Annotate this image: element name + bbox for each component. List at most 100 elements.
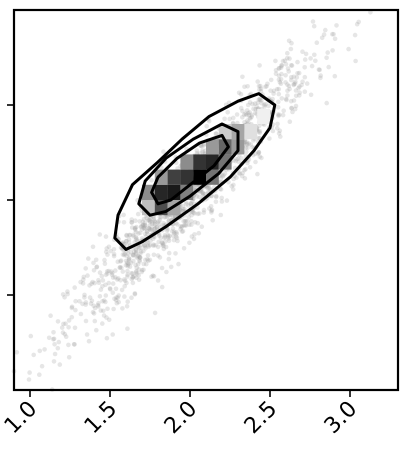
- scatter-point: [240, 170, 245, 176]
- scatter-point: [173, 221, 179, 226]
- histogram-cell: [180, 154, 194, 170]
- scatter-point: [112, 275, 118, 280]
- scatter-point: [259, 98, 264, 103]
- scatter-point: [171, 233, 176, 239]
- scatter-point: [244, 112, 249, 118]
- scatter-point: [116, 276, 121, 281]
- scatter-point: [124, 238, 129, 244]
- scatter-point: [324, 100, 330, 106]
- scatter-point: [257, 96, 263, 102]
- scatter-point: [104, 246, 109, 251]
- scatter-point: [174, 235, 180, 241]
- scatter-point: [183, 223, 189, 228]
- scatter-point: [117, 265, 123, 271]
- histogram-cell: [206, 139, 219, 155]
- scatter-point: [279, 63, 284, 68]
- scatter-point: [162, 235, 167, 241]
- scatter-point: [225, 110, 230, 115]
- scatter-point: [39, 363, 45, 369]
- scatter-point: [135, 254, 140, 259]
- scatter-point: [150, 220, 155, 225]
- scatter-point: [83, 266, 88, 271]
- scatter-point: [200, 148, 205, 153]
- scatter-point: [198, 143, 204, 149]
- histogram-cell: [218, 139, 232, 155]
- scatter-point: [146, 225, 151, 231]
- scatter-point: [255, 79, 260, 84]
- scatter-point: [257, 63, 262, 68]
- scatter-point: [139, 227, 145, 232]
- histogram-cell: [257, 108, 270, 124]
- scatter-point: [105, 252, 110, 257]
- scatter-point: [136, 267, 142, 272]
- scatter-point: [250, 101, 255, 107]
- scatter-point: [134, 236, 139, 241]
- scatter-point: [127, 232, 133, 238]
- scatter-point: [242, 176, 248, 181]
- scatter-point: [280, 58, 286, 64]
- scatter-point: [113, 286, 119, 292]
- scatter-point: [236, 170, 242, 176]
- scatter-point: [77, 299, 82, 304]
- scatter-point: [283, 80, 288, 85]
- scatter-point: [284, 97, 289, 103]
- scatter-point: [166, 238, 172, 243]
- scatter-point: [289, 105, 294, 111]
- scatter-point: [141, 248, 146, 254]
- scatter-point: [314, 40, 320, 45]
- scatter-point: [256, 129, 261, 134]
- scatter-point: [104, 335, 110, 341]
- scatter-point: [253, 151, 258, 157]
- scatter-point: [189, 234, 195, 239]
- scatter-point: [275, 105, 281, 110]
- scatter-point: [138, 224, 144, 230]
- scatter-point: [115, 295, 121, 300]
- scatter-point: [142, 243, 147, 248]
- scatter-point: [292, 106, 298, 112]
- scatter-point: [130, 252, 136, 258]
- histogram-cell: [193, 154, 206, 170]
- scatter-point: [288, 46, 294, 52]
- scatter-point: [218, 212, 224, 218]
- scatter-point: [108, 248, 114, 254]
- scatter-point: [249, 112, 255, 118]
- scatter-point: [145, 243, 151, 248]
- scatter-point: [168, 264, 174, 270]
- scatter-point: [253, 107, 258, 112]
- scatter-point: [219, 172, 224, 178]
- scatter-point: [141, 225, 147, 230]
- scatter-point: [346, 46, 351, 52]
- scatter-point: [231, 115, 236, 121]
- scatter-point: [175, 222, 180, 227]
- scatter-point: [246, 110, 251, 116]
- scatter-point: [102, 261, 108, 267]
- scatter-point: [91, 303, 96, 309]
- scatter-point: [297, 90, 303, 95]
- scatter-point: [118, 278, 123, 283]
- scatter-point: [300, 49, 305, 54]
- scatter-point: [86, 256, 91, 261]
- scatter-point: [85, 273, 90, 278]
- scatter-point: [109, 272, 115, 278]
- scatter-point: [240, 108, 245, 114]
- scatter-point: [124, 232, 129, 238]
- scatter-point: [161, 243, 166, 249]
- scatter-point: [282, 58, 288, 63]
- scatter-point: [66, 342, 71, 348]
- scatter-point: [141, 267, 146, 273]
- scatter-point: [134, 255, 140, 260]
- scatter-point: [244, 142, 250, 147]
- scatter-point: [147, 257, 153, 263]
- scatter-point: [127, 256, 132, 261]
- scatter-point: [131, 258, 136, 264]
- scatter-point: [160, 240, 165, 246]
- scatter-point: [109, 269, 114, 274]
- scatter-point: [222, 116, 227, 122]
- scatter-point: [48, 313, 53, 319]
- scatter-point: [106, 317, 112, 323]
- scatter-point: [183, 200, 189, 205]
- scatter-point: [96, 300, 101, 306]
- scatter-point: [98, 287, 104, 292]
- scatter-point: [368, 10, 373, 15]
- scatter-point: [250, 145, 255, 150]
